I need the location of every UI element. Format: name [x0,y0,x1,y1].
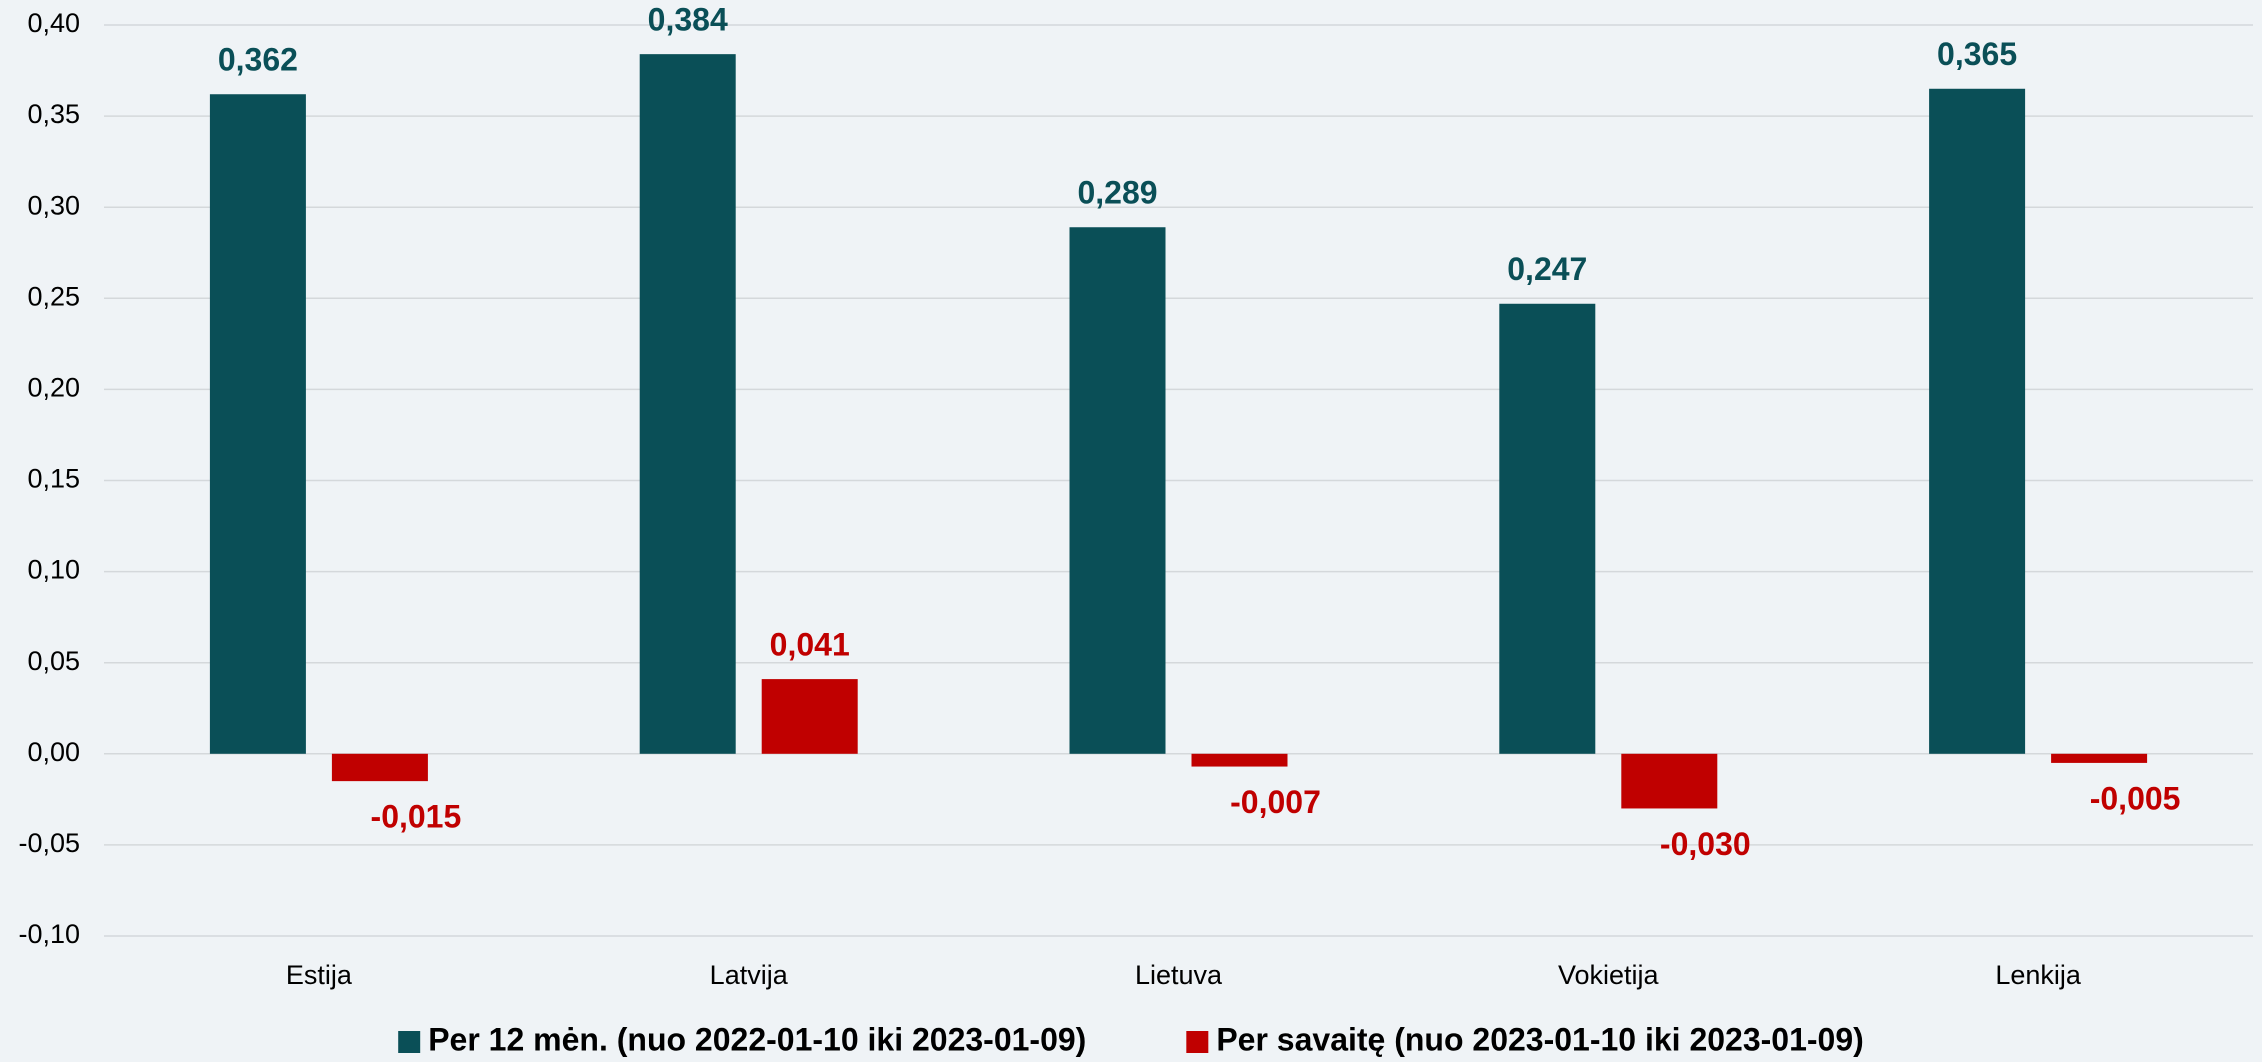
data-label: -0,030 [1660,826,1751,862]
bar [1929,88,2026,754]
y-tick-label: 0,15 [27,464,80,494]
data-label: 0,384 [648,2,728,38]
bar [209,94,306,754]
bar [2051,753,2148,763]
bar [761,679,858,754]
data-label: -0,005 [2090,780,2181,816]
legend-swatch [398,1031,421,1053]
legend-label: Per 12 mėn. (nuo 2022-01-10 iki 2023-01-… [428,1021,1086,1057]
bar [1499,303,1596,754]
y-tick-label: 0,10 [27,555,80,585]
data-label: 0,247 [1507,251,1587,287]
x-tick-label: Vokietija [1558,960,1660,990]
x-tick-label: Lietuva [1135,960,1223,990]
y-tick-label: 0,20 [27,373,80,403]
data-label: -0,007 [1230,784,1321,820]
bar [331,753,428,782]
data-label: 0,362 [218,42,298,78]
bar [1069,227,1166,754]
data-label: 0,365 [1937,36,2017,72]
data-label: 0,041 [770,627,850,663]
y-tick-label: 0,35 [27,99,80,129]
legend-label: Per savaitę (nuo 2023-01-10 iki 2023-01-… [1216,1021,1863,1057]
data-label: 0,289 [1077,175,1157,211]
y-tick-label: 0,05 [27,646,80,676]
bar [1621,753,1718,809]
bar [639,54,736,754]
y-tick-label: 0,40 [27,8,80,38]
legend-swatch [1186,1031,1209,1053]
x-tick-label: Latvija [710,960,789,990]
x-tick-label: Estija [286,960,353,990]
data-label: -0,015 [371,799,462,835]
x-tick-label: Lenkija [1995,960,2082,990]
bar [1191,753,1288,767]
y-tick-label: -0,10 [18,919,80,949]
y-tick-label: -0,05 [18,828,80,858]
y-tick-label: 0,25 [27,281,80,311]
y-tick-label: 0,00 [27,737,80,767]
y-tick-label: 0,30 [27,190,80,220]
